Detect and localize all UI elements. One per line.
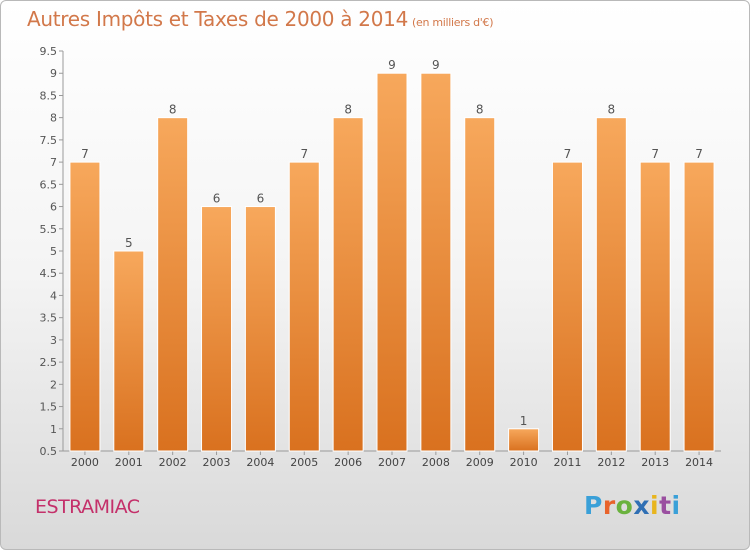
- data-label: 9: [388, 58, 396, 72]
- axes: 0.5 1 1.5 2 2.5 3 3.5 4 4.5 5 5.5 6 6.5 7 7.5 8 8.5 9 9.5 2…: [40, 45, 721, 469]
- x-tick-label: 2010: [510, 456, 538, 469]
- bars-group: [69, 72, 715, 452]
- data-label: 7: [564, 147, 572, 161]
- y-tick-label: 9: [50, 67, 57, 80]
- x-tick-label: 2007: [378, 456, 406, 469]
- bar: [376, 72, 408, 452]
- x-tick-label: 2002: [159, 456, 187, 469]
- y-tick-label: 4.5: [40, 267, 58, 280]
- y-tick-label: 2: [50, 378, 57, 391]
- bar: [157, 117, 189, 452]
- x-tick-label: 2013: [641, 456, 669, 469]
- y-tick-label: 1.5: [40, 401, 58, 414]
- y-tick-label: 9.5: [40, 45, 58, 58]
- y-tick-label: 6.5: [40, 178, 58, 191]
- x-tick-label: 2014: [685, 456, 713, 469]
- town-name: ESTRAMIAC: [35, 496, 140, 518]
- y-tick-label: 0.5: [40, 445, 58, 458]
- logo-letter: P: [584, 491, 603, 520]
- title-text: Autres Impôts et Taxes de 2000 à 2014: [27, 7, 408, 31]
- x-tick-label: 2009: [466, 456, 494, 469]
- proxiti-logo[interactable]: Proxiti: [584, 491, 681, 520]
- bar: [683, 161, 715, 452]
- x-tick-label: 2011: [553, 456, 581, 469]
- bar: [332, 117, 364, 452]
- y-tick-label: 2.5: [40, 356, 58, 369]
- x-tick-label: 2004: [246, 456, 274, 469]
- logo-letter: x: [633, 491, 650, 520]
- data-label: 7: [300, 147, 308, 161]
- y-tick-label: 8.5: [40, 89, 58, 102]
- chart-title: Autres Impôts et Taxes de 2000 à 2014 (en…: [27, 7, 493, 31]
- x-tick-label: 2006: [334, 456, 362, 469]
- bar: [288, 161, 320, 452]
- y-tick-label: 5: [50, 245, 57, 258]
- y-tick-label: 7: [50, 156, 57, 169]
- data-label: 1: [520, 414, 528, 428]
- data-label: 9: [432, 58, 440, 72]
- data-label: 6: [257, 192, 265, 206]
- data-labels-group: 7 5 8 6 6 7 8 9 9 8 1 7 8 7 7: [81, 58, 703, 428]
- data-label: 7: [81, 147, 89, 161]
- bar: [508, 428, 540, 452]
- y-tick-label: 6: [50, 201, 57, 214]
- y-tick-label: 3: [50, 334, 57, 347]
- data-label: 7: [651, 147, 659, 161]
- logo-letter: i: [671, 491, 681, 520]
- logo-letter: o: [615, 491, 634, 520]
- x-tick-label: 2000: [71, 456, 99, 469]
- x-tick-label: 2003: [203, 456, 231, 469]
- bar: [69, 161, 101, 452]
- y-tick-label: 8: [50, 112, 57, 125]
- chart-subtitle: (en milliers d'€): [412, 16, 494, 29]
- bar: [464, 117, 496, 452]
- logo-letter: i: [650, 491, 660, 520]
- y-tick-label: 7.5: [40, 134, 58, 147]
- bar: [201, 206, 233, 452]
- bar: [244, 206, 276, 452]
- bar: [595, 117, 627, 452]
- x-tick-label: 2012: [597, 456, 625, 469]
- bar: [420, 72, 452, 452]
- data-label: 5: [125, 236, 133, 250]
- y-tick-label: 3.5: [40, 312, 58, 325]
- data-label: 6: [213, 192, 221, 206]
- data-label: 8: [344, 103, 352, 117]
- y-tick-label: 5.5: [40, 223, 58, 236]
- y-tick-label: 1: [50, 423, 57, 436]
- data-label: 7: [695, 147, 703, 161]
- data-label: 8: [476, 103, 484, 117]
- data-label: 8: [608, 103, 616, 117]
- x-tick-label: 2005: [290, 456, 318, 469]
- bar: [113, 250, 145, 452]
- x-tick-label: 2008: [422, 456, 450, 469]
- y-tick-label: 4: [50, 289, 57, 302]
- data-label: 8: [169, 103, 177, 117]
- bar: [639, 161, 671, 452]
- bar: [551, 161, 583, 452]
- x-tick-label: 2001: [115, 456, 143, 469]
- logo-letter: t: [659, 491, 672, 520]
- logo-letter: r: [602, 491, 616, 520]
